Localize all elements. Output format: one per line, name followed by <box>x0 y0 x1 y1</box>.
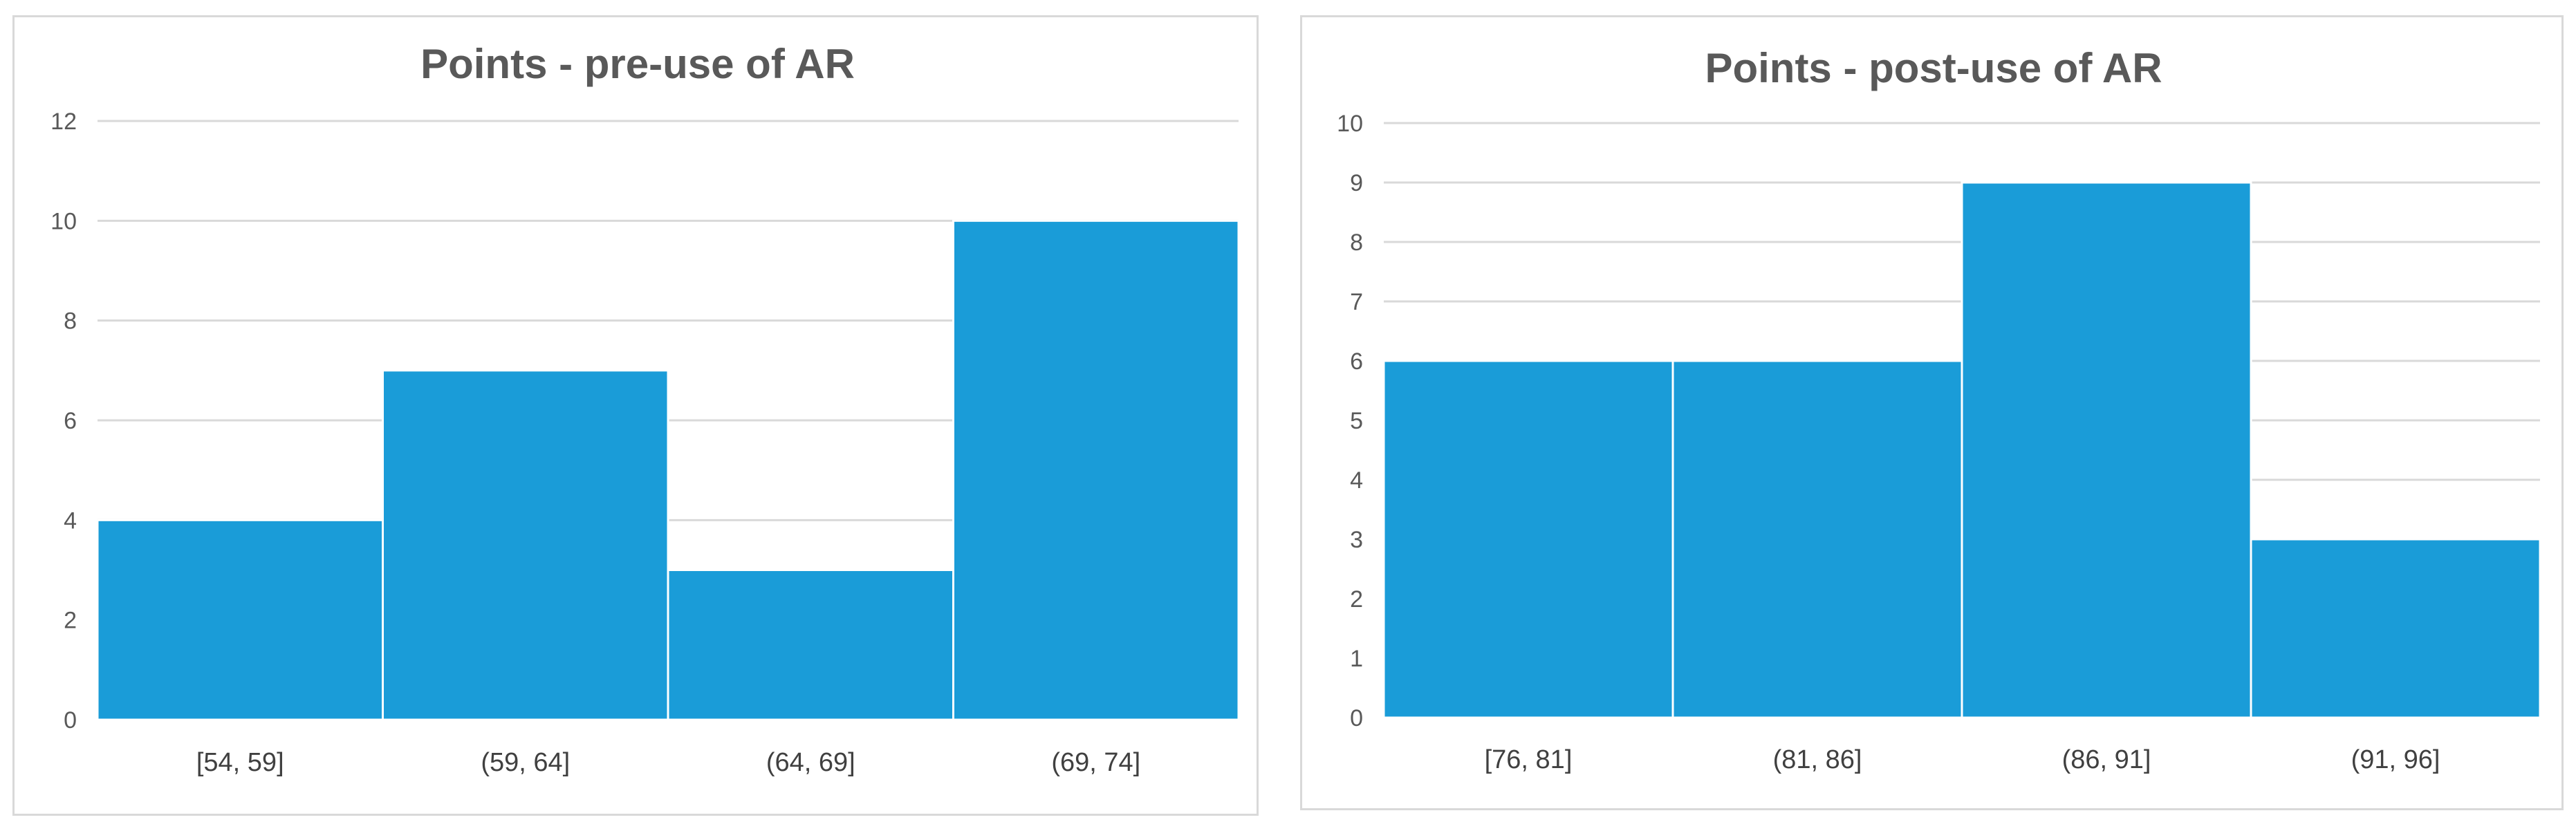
y-tick-label: 4 <box>64 507 77 534</box>
x-category-label: [54, 59] <box>196 748 284 777</box>
chart-post-svg: Points - post-use of AR 0 1 2 3 4 5 6 7 8 9 10 [76,… <box>1337 45 2541 774</box>
y-tick-label: 12 <box>50 109 77 135</box>
y-tick-label: 1 <box>1350 646 1363 672</box>
y-tick-label: 3 <box>1350 527 1363 553</box>
x-category-label: (69, 74] <box>1051 748 1140 777</box>
bar-4 <box>2250 538 2541 719</box>
y-tick-label: 10 <box>1337 111 1363 137</box>
bar-4 <box>952 219 1240 721</box>
chart-title: Points - pre-use of AR <box>420 41 855 87</box>
x-category-label: [76, 81] <box>1485 745 1573 774</box>
y-tick-label: 9 <box>1350 170 1363 196</box>
y-tick-label: 5 <box>1350 408 1363 434</box>
bar-2 <box>382 369 669 721</box>
bar-1 <box>1382 360 1674 719</box>
bar-1 <box>96 519 384 721</box>
x-category-label: (86, 91] <box>2062 745 2151 774</box>
bar-3 <box>1961 181 2252 719</box>
bar-2 <box>1671 360 1963 719</box>
y-tick-label: 10 <box>50 208 77 234</box>
chart-panel-pre: Points - pre-use of AR 0 2 4 6 8 10 12 [54, 59]… <box>12 15 1259 816</box>
y-tick-label: 2 <box>64 608 77 634</box>
chart-title: Points - post-use of AR <box>1705 45 2162 91</box>
chart-panel-post: Points - post-use of AR 0 1 2 3 4 5 6 7 8 9 10 [76,… <box>1300 15 2564 810</box>
y-tick-label: 6 <box>1350 348 1363 375</box>
x-category-label: (59, 64] <box>481 748 570 777</box>
x-category-label: (81, 86] <box>1773 745 1862 774</box>
x-category-label: (64, 69] <box>766 748 855 777</box>
y-tick-label: 0 <box>1350 705 1363 731</box>
y-tick-label: 7 <box>1350 289 1363 315</box>
y-tick-label: 2 <box>1350 586 1363 613</box>
chart-pre-svg: Points - pre-use of AR 0 2 4 6 8 10 12 [54, 59]… <box>50 41 1240 777</box>
y-tick-label: 6 <box>64 408 77 434</box>
y-tick-label: 0 <box>64 707 77 734</box>
bar-3 <box>667 569 954 721</box>
y-tick-label: 8 <box>64 308 77 335</box>
x-category-label: (91, 96] <box>2351 745 2440 774</box>
y-tick-label: 4 <box>1350 467 1363 494</box>
y-tick-label: 8 <box>1350 230 1363 256</box>
